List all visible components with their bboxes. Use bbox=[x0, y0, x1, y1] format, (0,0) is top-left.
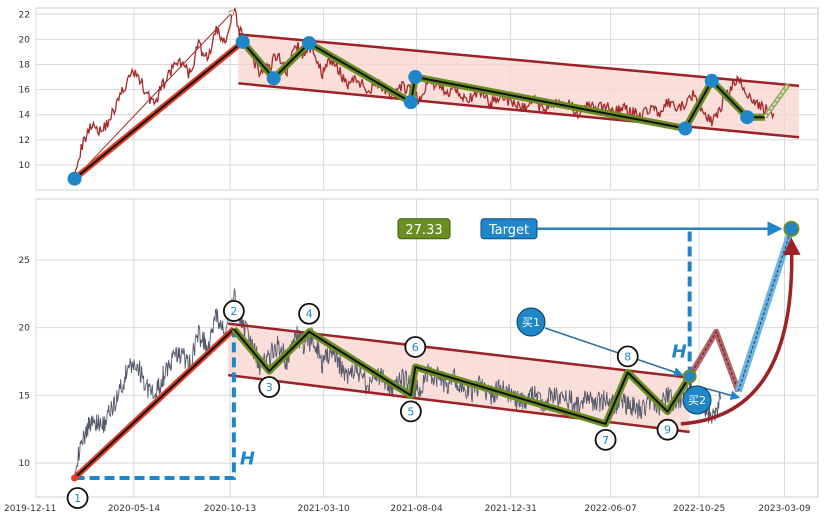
pivot-label: 3 bbox=[266, 381, 273, 394]
h-measure-left bbox=[74, 329, 236, 481]
top-pivot-dot bbox=[704, 73, 719, 88]
buy1-label: 买1 bbox=[522, 316, 540, 329]
pivot-label: 8 bbox=[624, 350, 631, 363]
top-y-tick-label: 18 bbox=[19, 60, 31, 70]
buy1-marker bbox=[516, 307, 546, 337]
x-tick-label: 2020-10-13 bbox=[204, 504, 256, 514]
top-pivot-dot bbox=[740, 110, 755, 125]
bottom-x-axis: 2019-12-11 2020-05-14 2020-10-13 2021-03-10… bbox=[4, 504, 811, 514]
buy2-marker bbox=[682, 385, 712, 415]
bottom-channel-lower bbox=[228, 373, 690, 434]
pivot-marker bbox=[399, 400, 422, 423]
top-pivot-dot bbox=[302, 36, 317, 51]
buy1-arrow bbox=[544, 327, 684, 377]
top-pivot-dot bbox=[235, 34, 250, 49]
bottom-zigzag-inner bbox=[233, 328, 691, 425]
pivot-marker bbox=[594, 428, 617, 451]
top-projection-arrow bbox=[74, 11, 234, 180]
top-channel-upper bbox=[238, 33, 800, 88]
h-label-left: H bbox=[240, 448, 255, 469]
target-value-label: 27.33 bbox=[405, 223, 442, 238]
pivot-marker bbox=[404, 336, 427, 358]
pivot-label: 7 bbox=[602, 434, 609, 447]
pivot-marker bbox=[616, 345, 639, 368]
pivot-label: 9 bbox=[664, 424, 671, 437]
top-panel-content bbox=[67, 7, 800, 186]
pivot-label: 1 bbox=[74, 492, 81, 505]
x-tick-label: 2019-12-11 bbox=[4, 504, 56, 514]
top-y-tick-label: 20 bbox=[19, 35, 31, 45]
pivot-marker bbox=[222, 300, 245, 322]
bottom-y-tick-label: 10 bbox=[19, 459, 31, 469]
target-label: Target bbox=[488, 223, 529, 238]
bottom-y-tick-label: 25 bbox=[19, 256, 30, 266]
top-y-tick-label: 12 bbox=[19, 136, 30, 146]
buy2-label: 买2 bbox=[688, 394, 706, 407]
pivot-marker bbox=[298, 302, 320, 325]
top-y-tick-label: 22 bbox=[19, 10, 30, 20]
top-pivot-dot bbox=[67, 171, 82, 186]
x-tick-label: 2022-06-07 bbox=[584, 504, 636, 514]
bottom-panel-content: H H Target 27.33 买1 买2 1 2 3 4 5 6 7 8 9 bbox=[66, 218, 801, 509]
top-pivot-dot bbox=[403, 95, 418, 110]
pivot-label: 4 bbox=[306, 308, 313, 321]
bottom-impulse-inner bbox=[73, 328, 235, 479]
pivot-marker bbox=[66, 487, 89, 509]
x-tick-label: 2023-03-09 bbox=[758, 504, 811, 514]
top-pivot-dot bbox=[678, 121, 693, 136]
bottom-y-tick-label: 15 bbox=[19, 391, 30, 401]
forecast-rise-inner bbox=[737, 228, 793, 392]
x-tick-label: 2022-10-25 bbox=[673, 504, 725, 514]
top-channel-fill bbox=[238, 34, 800, 138]
forecast-swing-inner bbox=[689, 330, 739, 392]
top-y-tick-label: 16 bbox=[19, 86, 31, 96]
pivot-label: 2 bbox=[230, 305, 237, 318]
pivot-label: 5 bbox=[407, 405, 414, 418]
bottom-y-axis: 10 15 20 25 bbox=[19, 256, 31, 469]
pivot-marker bbox=[258, 376, 281, 398]
pivot-marker bbox=[656, 418, 679, 441]
curved-target-arrow bbox=[680, 237, 801, 426]
top-forecast-inner bbox=[764, 84, 789, 118]
x-tick-label: 2021-03-10 bbox=[297, 504, 350, 514]
top-grid bbox=[35, 8, 818, 190]
top-y-tick-label: 10 bbox=[19, 161, 31, 171]
pivot-label: 6 bbox=[412, 341, 419, 354]
x-tick-label: 2021-08-04 bbox=[390, 504, 443, 514]
pivot1-dot bbox=[71, 474, 79, 482]
target-value-box bbox=[397, 218, 451, 240]
x-tick-label: 2020-05-14 bbox=[108, 504, 161, 514]
bottom-y-tick-label: 20 bbox=[19, 324, 31, 334]
top-y-axis: 10 12 14 16 18 20 22 bbox=[19, 10, 31, 171]
top-pivot-dot bbox=[266, 71, 281, 86]
breakout-dot bbox=[682, 369, 697, 384]
x-tick-label: 2021-12-31 bbox=[485, 504, 537, 514]
target-box bbox=[480, 218, 538, 240]
top-pivot-dot bbox=[408, 70, 423, 85]
target-dot bbox=[783, 220, 800, 237]
top-channel-lower bbox=[238, 82, 800, 139]
h-label-right: H bbox=[672, 341, 687, 362]
top-price-line bbox=[73, 7, 775, 176]
top-y-tick-label: 14 bbox=[19, 111, 31, 121]
top-impulse-inner bbox=[73, 41, 244, 180]
